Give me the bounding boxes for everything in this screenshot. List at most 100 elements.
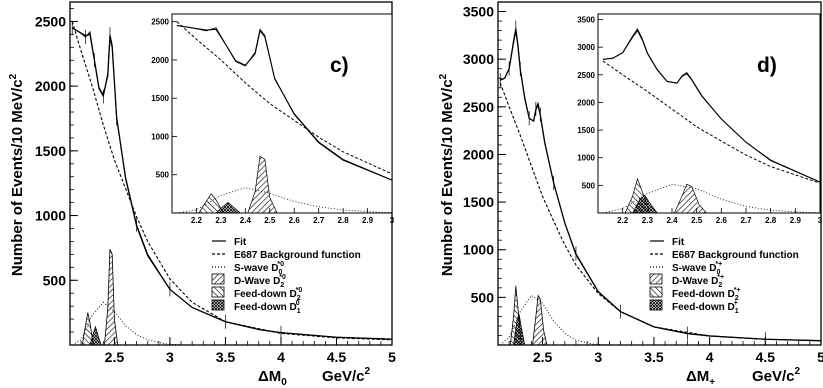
x-tick-label: 3.5 bbox=[216, 349, 236, 365]
legend-background-label: E687 Background function bbox=[672, 250, 799, 261]
legend-fit-label: Fit bbox=[234, 237, 247, 248]
inset-y-tick-label: 500 bbox=[582, 181, 596, 190]
legend-feed-down-d2-swatch bbox=[211, 286, 225, 298]
x-tick-label: 2.5 bbox=[533, 349, 553, 365]
inset-x-tick-label: 2.4 bbox=[666, 216, 678, 225]
x-tick-label: 4.5 bbox=[756, 349, 776, 365]
chart-panel-c: 500 1000 1500 2000 2500 2.5 3 3.5 4 4.5 5 Number of… bbox=[8, 1, 396, 388]
inset-y-tick-label: 2000 bbox=[151, 56, 169, 65]
inset-x-tick-label: 2.3 bbox=[215, 216, 227, 225]
legend-feed-down-d2-swatch bbox=[649, 286, 663, 298]
y-tick-label: 3500 bbox=[463, 4, 494, 20]
inset-feed-down-d2-area bbox=[198, 193, 224, 213]
inset-y-tick-label: 500 bbox=[156, 171, 170, 180]
x-tick-label: 4.5 bbox=[327, 349, 347, 365]
inset-x-tick-label: 2.9 bbox=[790, 216, 802, 225]
x-axis-unit: GeV/c2 bbox=[322, 366, 371, 385]
inset-frame bbox=[171, 13, 393, 214]
legend-feed-down-d1-label: Feed-down D1+ bbox=[672, 300, 739, 315]
legend-feed-down-d1-swatch bbox=[649, 299, 663, 311]
x-tick-label: 5 bbox=[817, 349, 823, 365]
x-axis-label: ΔM+ bbox=[686, 368, 715, 388]
legend-feed-down-d2-label: Feed-down D2*0 bbox=[234, 287, 302, 302]
inset-plot-area bbox=[602, 28, 820, 213]
inset-y-tick-label: 1000 bbox=[577, 154, 595, 163]
inset-y-tick-label: 2500 bbox=[577, 71, 595, 80]
y-tick-label: 500 bbox=[43, 272, 67, 288]
x-tick-label: 4 bbox=[277, 349, 285, 365]
y-axis-label: Number of Events/10 MeV/c2 bbox=[438, 73, 456, 276]
y-tick-label: 2500 bbox=[35, 13, 66, 29]
legend-d-wave-swatch bbox=[649, 273, 663, 285]
inset-y-tick-label: 2000 bbox=[577, 98, 595, 107]
inset-y-tick-label: 1500 bbox=[577, 126, 595, 135]
feed-down-d2-area bbox=[509, 285, 522, 345]
d-wave-area bbox=[104, 249, 119, 345]
inset-x-tick-label: 2.6 bbox=[289, 216, 301, 225]
x-tick-label: 5 bbox=[388, 349, 396, 365]
legend-feed-down-d2-label: Feed-down D2*+ bbox=[672, 287, 741, 302]
x-tick-label: 3 bbox=[594, 349, 602, 365]
inset-y-tick-label: 1000 bbox=[151, 132, 169, 141]
inset-d-wave-area bbox=[674, 183, 708, 213]
inset-x-tick-label: 2.2 bbox=[617, 216, 629, 225]
y-tick-label: 3000 bbox=[463, 51, 494, 67]
inset-x-tick-label: 2.8 bbox=[765, 216, 777, 225]
inset-x-tick-label: 2.3 bbox=[642, 216, 654, 225]
inset-x-tick-label: 2.7 bbox=[313, 216, 325, 225]
legend-feed-down-d1-swatch bbox=[211, 299, 225, 311]
inset-plot-area bbox=[176, 21, 392, 213]
legend-s-wave-label: S-wave D0*0 bbox=[234, 261, 284, 276]
inset-x-tick-label: 3 bbox=[390, 216, 395, 225]
panel-label: d) bbox=[757, 54, 777, 77]
y-tick-label: 1000 bbox=[463, 242, 494, 258]
y-tick-label: 1000 bbox=[35, 208, 66, 224]
panel-label: c) bbox=[330, 54, 349, 77]
inset-background-curve bbox=[176, 21, 392, 175]
inset-x-tick-label: 2.6 bbox=[716, 216, 728, 225]
y-tick-label: 500 bbox=[471, 289, 495, 305]
y-tick-label: 1500 bbox=[463, 194, 494, 210]
inset-x-tick-label: 2.4 bbox=[240, 216, 252, 225]
inset-y-tick-label: 2500 bbox=[151, 18, 169, 27]
x-axis-label: ΔM0 bbox=[258, 368, 287, 388]
y-axis-label: Number of Events/10 MeV/c2 bbox=[8, 73, 26, 276]
inset-x-tick-label: 2.8 bbox=[338, 216, 350, 225]
legend-d-wave-label: D-Wave D2*0 bbox=[234, 274, 286, 289]
inset-fit-curve bbox=[176, 24, 392, 181]
inset-x-tick-label: 2.5 bbox=[691, 216, 703, 225]
inset-x-tick-label: 2.2 bbox=[191, 216, 203, 225]
x-tick-label: 3.5 bbox=[644, 349, 664, 365]
inset-y-tick-label: 3000 bbox=[577, 43, 595, 52]
feed-down-d2-area bbox=[81, 312, 94, 345]
inset-s-wave-curve bbox=[176, 187, 392, 213]
y-tick-label: 2000 bbox=[35, 78, 66, 94]
y-tick-label: 1500 bbox=[35, 143, 66, 159]
inset-d-wave-area bbox=[247, 155, 278, 213]
d-wave-area bbox=[532, 294, 548, 345]
inset-x-tick-label: 2.9 bbox=[362, 216, 374, 225]
s-wave-curve bbox=[499, 294, 610, 345]
inset-x-tick-label: 2.5 bbox=[264, 216, 276, 225]
inset-fit-curve bbox=[602, 29, 820, 183]
y-tick-label: 2000 bbox=[463, 146, 494, 162]
legend-d-wave-swatch bbox=[211, 273, 225, 285]
legend-d-wave-label: D-Wave D2*+ bbox=[672, 274, 724, 289]
inset-y-tick-label: 1500 bbox=[151, 94, 169, 103]
x-axis-unit: GeV/c2 bbox=[752, 366, 801, 385]
inset-feed-down-d2-area bbox=[624, 177, 651, 213]
x-tick-label: 3 bbox=[166, 349, 174, 365]
inset-y-tick-label: 3500 bbox=[577, 16, 595, 25]
legend-s-wave-label: S-wave D0*+ bbox=[672, 261, 722, 276]
x-tick-label: 2.5 bbox=[105, 349, 125, 365]
plot-area bbox=[71, 20, 392, 345]
fit-curve bbox=[499, 30, 821, 342]
legend-feed-down-d1-label: Feed-down D10 bbox=[234, 300, 301, 315]
legend-fit-label: Fit bbox=[672, 237, 685, 248]
y-tick-label: 2500 bbox=[463, 99, 494, 115]
inset-x-tick-label: 2.7 bbox=[740, 216, 752, 225]
inset-x-tick-label: 3 bbox=[818, 216, 823, 225]
legend-background-label: E687 Background function bbox=[234, 250, 361, 261]
